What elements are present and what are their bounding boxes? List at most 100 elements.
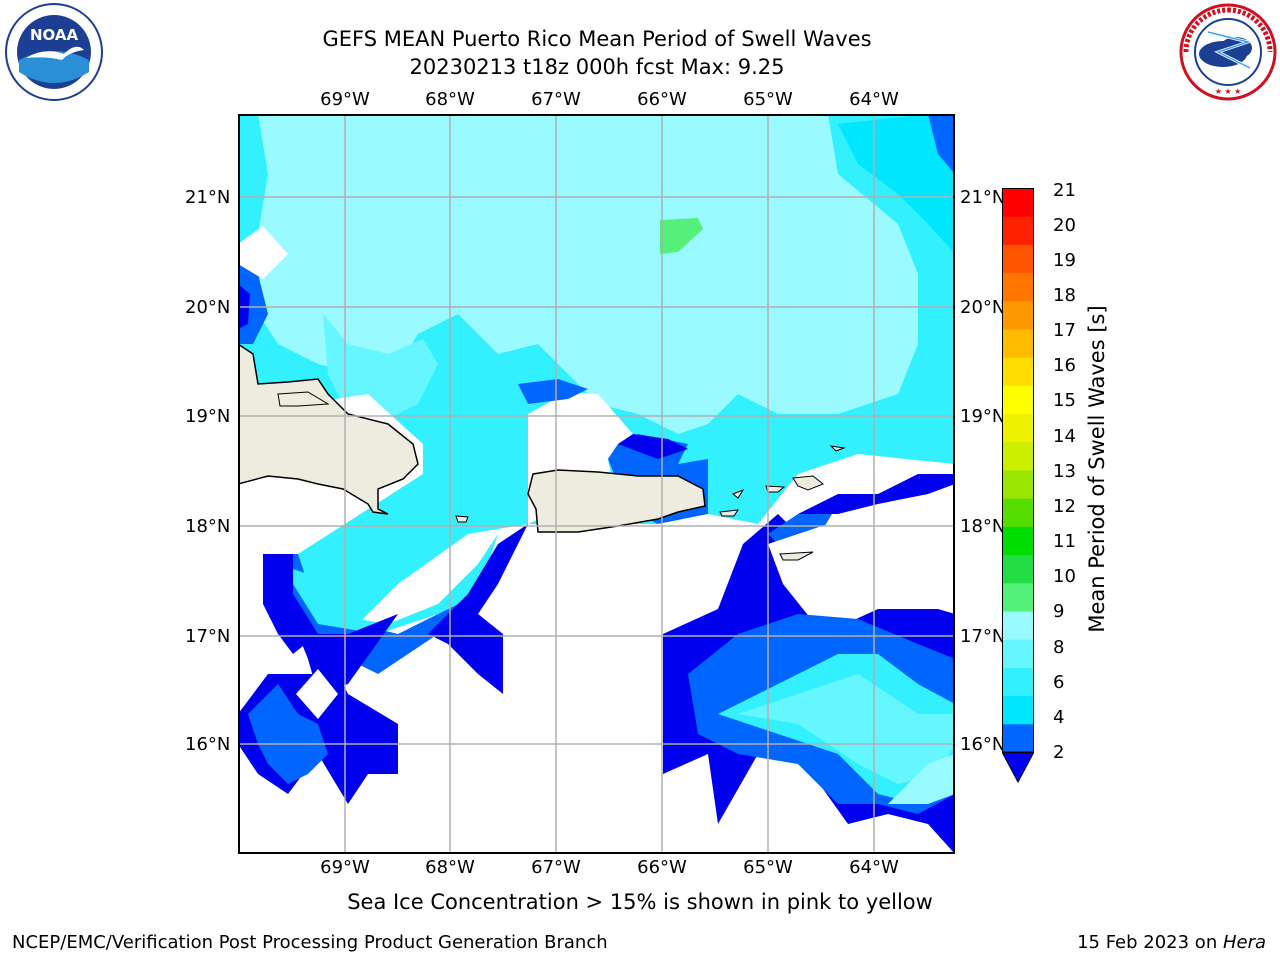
lon-label-bottom: 65°W — [743, 857, 793, 878]
colorbar-segment — [1002, 216, 1034, 245]
colorbar-segment — [1002, 357, 1034, 386]
colorbar-segment — [1002, 470, 1034, 499]
vieques — [719, 509, 740, 517]
contour-lt2s-ne — [798, 474, 955, 514]
colorbar-tick: 15 — [1053, 390, 1076, 411]
island — [277, 391, 330, 407]
colorbar-scale — [1001, 188, 1035, 784]
no-data-sw — [296, 669, 338, 719]
colorbar-tick: 6 — [1053, 672, 1065, 693]
colorbar-segment — [1002, 554, 1034, 584]
contour-9-10s — [660, 218, 703, 254]
lon-label-bottom: 66°W — [637, 857, 687, 878]
colorbar-tick: 21 — [1053, 180, 1076, 201]
colorbar-segment — [1002, 498, 1034, 527]
noaa-logo-text: NOAA — [30, 26, 79, 44]
colorbar-segment — [1002, 582, 1034, 612]
contour-6s-ne — [838, 114, 955, 254]
noaa-logo: NOAA — [4, 2, 104, 102]
colorbar-segment — [1002, 639, 1034, 668]
colorbar-segment — [1002, 188, 1034, 217]
lat-label-left: 16°N — [185, 734, 231, 755]
colorbar-tick: 13 — [1053, 461, 1076, 482]
lat-label-right: 20°N — [960, 297, 1006, 318]
colorbar-segment — [1002, 723, 1034, 753]
swell-period-map — [237, 114, 955, 854]
lon-label-top: 68°W — [425, 89, 475, 110]
colorbar-tick: 16 — [1053, 355, 1076, 376]
lat-label-right: 18°N — [960, 516, 1006, 537]
contour-lt2s-pr — [618, 434, 688, 459]
colorbar-tick: 4 — [1053, 707, 1065, 728]
lat-label-left: 20°N — [185, 297, 231, 318]
colorbar-tick: 17 — [1053, 320, 1076, 341]
lat-label-left: 21°N — [185, 187, 231, 208]
lon-label-top: 64°W — [849, 89, 899, 110]
map-panel — [237, 114, 955, 854]
colorbar-segment — [1002, 667, 1034, 697]
contour-8s-se — [888, 754, 955, 804]
colorbar-segment — [1002, 385, 1034, 415]
lon-label-top: 66°W — [637, 89, 687, 110]
footer-machine: Hera — [1222, 932, 1266, 953]
contour-lt2s-sw — [428, 524, 528, 694]
lon-label-top: 65°W — [743, 89, 793, 110]
colorbar-tick: 19 — [1053, 250, 1076, 271]
colorbar-tick: 12 — [1053, 496, 1076, 517]
bvi — [792, 475, 824, 491]
title-line-2: 20230213 t18z 000h fcst Max: 9.25 — [409, 55, 785, 79]
lat-label-right: 16°N — [960, 734, 1006, 755]
anegada — [829, 445, 846, 452]
colorbar — [1001, 188, 1035, 784]
contour-lt2s-sw2 — [263, 554, 318, 654]
lat-label-right: 17°N — [960, 626, 1006, 647]
colorbar-segment — [1002, 300, 1034, 330]
contour-2-4s-north-pr — [518, 379, 588, 404]
st-croix — [779, 551, 814, 561]
lat-label-left: 18°N — [185, 516, 231, 537]
colorbar-segment — [1002, 244, 1034, 274]
mona-island — [455, 515, 469, 523]
hispaniola — [237, 342, 419, 515]
colorbar-label: Mean Period of Swell Waves [s] — [1085, 305, 1109, 633]
colorbar-tick: 10 — [1053, 566, 1076, 587]
colorbar-segment — [1002, 441, 1034, 471]
sea-ice-caption: Sea Ice Concentration > 15% is shown in … — [347, 890, 933, 914]
lon-label-top: 69°W — [320, 89, 370, 110]
title-line-1: GEFS MEAN Puerto Rico Mean Period of Swe… — [322, 27, 872, 51]
lat-label-left: 19°N — [185, 406, 231, 427]
puerto-rico — [527, 469, 706, 533]
colorbar-segment — [1002, 526, 1034, 556]
footer-branch: NCEP/EMC/Verification Post Processing Pr… — [12, 932, 608, 953]
colorbar-segment — [1002, 272, 1034, 302]
lon-label-bottom: 64°W — [849, 857, 899, 878]
colorbar-segment — [1002, 611, 1034, 640]
colorbar-tick: 20 — [1053, 215, 1076, 236]
colorbar-tick: 8 — [1053, 637, 1065, 658]
colorbar-tick: 2 — [1053, 742, 1065, 763]
lat-label-left: 17°N — [185, 626, 231, 647]
lon-label-bottom: 68°W — [425, 857, 475, 878]
lon-label-top: 67°W — [531, 89, 581, 110]
footer-date: 15 Feb 2023 on Hera — [1077, 932, 1266, 953]
contour-2-4s-ne — [928, 114, 955, 174]
svg-text:★ ★ ★: ★ ★ ★ — [1215, 87, 1242, 96]
colorbar-segment — [1002, 695, 1034, 725]
graticule — [238, 114, 955, 854]
colorbar-tick: 9 — [1053, 601, 1065, 622]
footer-date-text: 15 Feb 2023 on — [1077, 932, 1223, 953]
nws-logo: ★ ★ ★ — [1178, 2, 1278, 102]
contour-8-9s — [248, 114, 918, 434]
colorbar-extend-triangle — [1001, 751, 1035, 784]
contour-7s-se — [738, 674, 955, 784]
contour-6s-sw — [278, 534, 498, 634]
contour-2-4s-sw4 — [248, 684, 328, 784]
colorbar-tick: 11 — [1053, 531, 1076, 552]
colorbar-tick: 18 — [1053, 285, 1076, 306]
colorbar-tick: 14 — [1053, 426, 1076, 447]
colorbar-frame — [1002, 188, 1034, 753]
lat-label-right: 19°N — [960, 406, 1006, 427]
lon-label-bottom: 67°W — [531, 857, 581, 878]
colorbar-segment — [1002, 329, 1034, 358]
colorbar-segment — [1002, 413, 1034, 443]
